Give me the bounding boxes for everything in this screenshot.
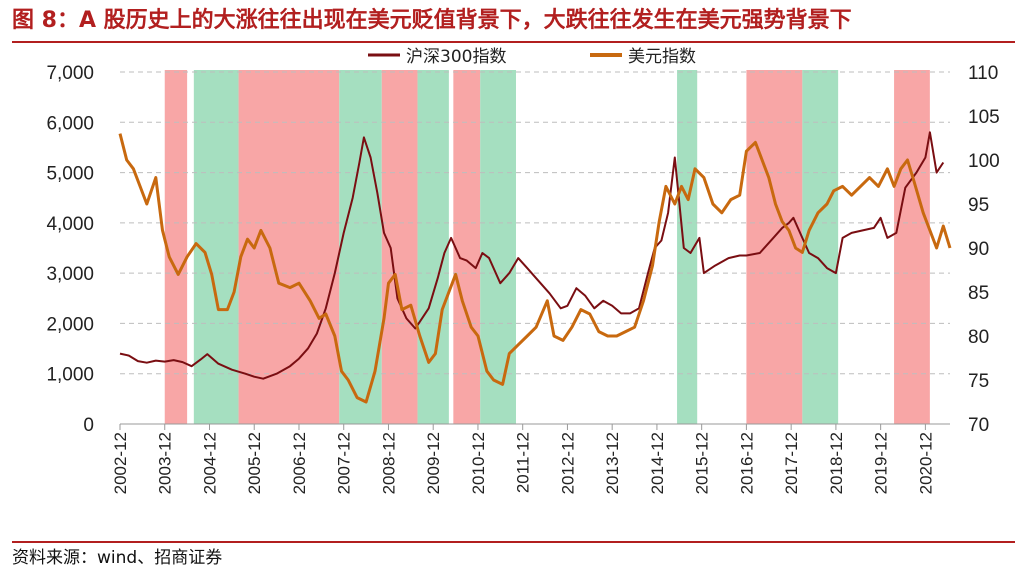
- band-green-10: [802, 70, 839, 424]
- x-tick-label: 2020-12: [916, 432, 935, 494]
- band-red-11: [894, 70, 930, 424]
- right-axis-ticks: 70 75 80 85 90 95 100 105 110: [968, 63, 1000, 436]
- right-tick-label: 110: [968, 63, 998, 84]
- x-tick-label: 2004-12: [200, 432, 219, 494]
- x-tick-label: 2011-12: [514, 432, 533, 493]
- x-tick-label: 2015-12: [693, 432, 712, 494]
- right-tick-label: 75: [968, 371, 989, 392]
- band-red-9: [746, 70, 803, 424]
- band-green-5: [417, 70, 449, 424]
- source-note: 资料来源：wind、招商证券: [12, 548, 223, 568]
- x-tick-label: 2016-12: [737, 432, 756, 494]
- x-tick-label: 2019-12: [872, 432, 891, 494]
- x-tick-label: 2005-12: [245, 432, 264, 494]
- x-tick-label: 2013-12: [603, 432, 622, 494]
- legend: 沪深300指数 美元指数: [368, 47, 696, 67]
- right-tick-label: 90: [968, 239, 989, 260]
- x-tick-label: 2008-12: [379, 432, 398, 494]
- x-tick-label: 2014-12: [648, 432, 667, 494]
- chart-title: 图 8：A 股历史上的大涨往往出现在美元贬值背景下，大跌往往发生在美元强势背景下: [12, 8, 852, 33]
- x-tick-label: 2009-12: [424, 432, 443, 494]
- x-tick-label: 2002-12: [111, 432, 130, 494]
- series-lines: [118, 131, 952, 404]
- series-line-0: [119, 131, 945, 380]
- band-red-4: [381, 70, 418, 424]
- right-tick-label: 85: [968, 283, 989, 304]
- x-tick-label: 2007-12: [335, 432, 354, 494]
- right-tick-label: 95: [968, 195, 989, 216]
- left-tick-label: 0: [83, 415, 94, 436]
- x-tick-label: 2017-12: [782, 432, 801, 494]
- title-divider: [12, 41, 1015, 43]
- x-tick-label: 2003-12: [156, 432, 175, 494]
- band-red-6: [453, 70, 481, 424]
- left-axis-ticks: 0 1,000 2,000 3,000 4,000 5,000 6,000 7,000: [46, 63, 94, 436]
- legend-label-1: 美元指数: [628, 47, 696, 67]
- left-tick-label: 4,000: [46, 214, 94, 235]
- x-tick-label: 2006-12: [290, 432, 309, 494]
- x-tick-label: 2018-12: [827, 432, 846, 494]
- series-line-1: [118, 133, 952, 404]
- right-tick-label: 80: [968, 327, 989, 348]
- right-tick-label: 70: [968, 415, 989, 436]
- gridlines: [120, 71, 950, 375]
- band-red-0: [164, 70, 188, 424]
- left-tick-label: 7,000: [46, 63, 94, 84]
- left-tick-label: 1,000: [46, 365, 94, 386]
- left-tick-label: 3,000: [46, 264, 94, 285]
- x-axis-ticks: 2002-12 2003-12 2004-12 2005-12 2006-12 2007-…: [111, 423, 950, 494]
- source-divider: [12, 541, 1015, 543]
- regime-bands: [164, 70, 930, 424]
- x-tick-label: 2010-12: [469, 432, 488, 494]
- band-green-8: [677, 70, 698, 424]
- left-tick-label: 6,000: [46, 113, 94, 134]
- x-tick-label: 2012-12: [558, 432, 577, 494]
- left-tick-label: 5,000: [46, 164, 94, 185]
- right-tick-label: 105: [968, 107, 1000, 128]
- legend-label-0: 沪深300指数: [406, 47, 506, 67]
- right-tick-label: 100: [968, 151, 1000, 172]
- left-tick-label: 2,000: [46, 314, 94, 335]
